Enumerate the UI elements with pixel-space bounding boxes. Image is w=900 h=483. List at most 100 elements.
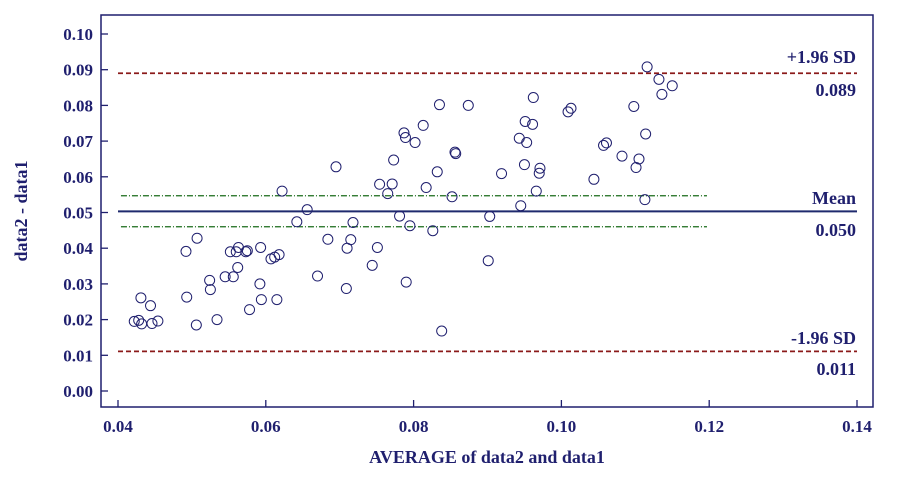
y-tick-label: 0.04 xyxy=(63,239,93,258)
x-tick-label: 0.08 xyxy=(399,417,429,436)
y-tick-label: 0.03 xyxy=(63,275,93,294)
data-point xyxy=(330,161,342,173)
data-point xyxy=(152,315,164,327)
data-point xyxy=(204,284,216,296)
data-point xyxy=(133,314,145,326)
data-point xyxy=(496,168,508,180)
upper-limit-label: +1.96 SD xyxy=(787,47,856,67)
data-point xyxy=(598,139,610,151)
x-tick-label: 0.10 xyxy=(547,417,577,436)
data-point xyxy=(653,73,665,85)
y-tick-label: 0.08 xyxy=(63,96,93,115)
data-point xyxy=(666,80,678,92)
data-point xyxy=(431,166,443,178)
data-point xyxy=(409,137,421,149)
data-point xyxy=(400,276,412,288)
data-point xyxy=(562,106,574,118)
data-point xyxy=(271,294,283,306)
data-point xyxy=(628,100,640,112)
data-point xyxy=(181,291,193,303)
data-point xyxy=(521,137,533,149)
data-point xyxy=(255,241,267,253)
data-point xyxy=(240,246,252,258)
mean-label: Mean xyxy=(812,188,856,208)
data-point xyxy=(347,216,359,228)
data-point xyxy=(450,148,462,160)
data-point xyxy=(530,185,542,197)
data-point xyxy=(513,132,525,144)
y-tick-label: 0.09 xyxy=(63,61,93,80)
data-point xyxy=(146,318,158,330)
lower-limit-value: 0.011 xyxy=(816,359,856,379)
data-point xyxy=(312,270,324,282)
data-point xyxy=(482,255,494,267)
y-tick-label: 0.02 xyxy=(63,311,93,330)
data-point xyxy=(374,178,386,190)
y-tick-label: 0.07 xyxy=(63,132,93,151)
y-axis-title: data2 - data1 xyxy=(11,160,31,261)
x-tick-label: 0.12 xyxy=(694,417,724,436)
data-point xyxy=(382,188,394,200)
y-tick-label: 0.10 xyxy=(63,25,93,44)
y-tick-label: 0.06 xyxy=(63,168,93,187)
data-point xyxy=(180,245,192,257)
data-point xyxy=(427,225,439,237)
data-point xyxy=(145,300,157,312)
data-point xyxy=(322,233,334,245)
y-tick-label: 0.01 xyxy=(63,346,93,365)
data-point xyxy=(386,178,398,190)
data-point xyxy=(534,162,546,174)
data-point xyxy=(515,200,527,212)
data-point xyxy=(433,99,445,111)
y-tick-label: 0.05 xyxy=(63,204,93,223)
lower-limit-label: -1.96 SD xyxy=(791,328,856,348)
data-point xyxy=(232,261,244,273)
data-point xyxy=(449,146,461,158)
data-point xyxy=(340,283,352,295)
data-point xyxy=(398,127,410,139)
data-point xyxy=(446,191,458,203)
data-point xyxy=(388,154,400,166)
data-point xyxy=(135,292,147,304)
data-point xyxy=(600,137,612,149)
data-point xyxy=(565,102,577,114)
data-point xyxy=(371,241,383,253)
data-point xyxy=(399,132,411,144)
y-axis: 0.00 0.01 0.02 0.03 0.04 0.05 0.06 0.07 0.08 0.09… xyxy=(63,25,108,401)
data-point xyxy=(244,304,256,316)
data-point xyxy=(291,216,303,228)
data-points xyxy=(128,61,678,337)
data-point xyxy=(484,210,496,222)
data-point xyxy=(211,314,223,326)
x-axis-title: AVERAGE of data2 and data1 xyxy=(369,447,605,467)
data-point xyxy=(404,220,416,232)
data-point xyxy=(345,234,357,246)
x-tick-label: 0.14 xyxy=(842,417,872,436)
data-point xyxy=(273,249,285,261)
data-point xyxy=(639,194,651,206)
data-point xyxy=(219,271,231,283)
upper-limit-value: 0.089 xyxy=(816,80,857,100)
reference-labels: +1.96 SD 0.089 Mean 0.050 -1.96 SD 0.011 xyxy=(787,47,856,379)
data-point xyxy=(527,118,539,130)
y-tick-label: 0.00 xyxy=(63,382,93,401)
data-point xyxy=(533,167,545,179)
data-point xyxy=(128,315,140,327)
data-point xyxy=(254,278,266,290)
data-point xyxy=(588,173,600,185)
data-point xyxy=(191,232,203,244)
data-point xyxy=(527,92,539,104)
data-point xyxy=(227,271,239,283)
data-point xyxy=(204,274,216,286)
data-point xyxy=(190,319,202,331)
data-point xyxy=(616,150,628,162)
data-point xyxy=(366,259,378,271)
data-point xyxy=(420,182,432,194)
data-point xyxy=(641,61,653,73)
data-point xyxy=(640,128,652,140)
data-point xyxy=(301,204,313,216)
data-point xyxy=(417,119,429,131)
x-tick-label: 0.06 xyxy=(251,417,281,436)
data-point xyxy=(241,245,253,257)
